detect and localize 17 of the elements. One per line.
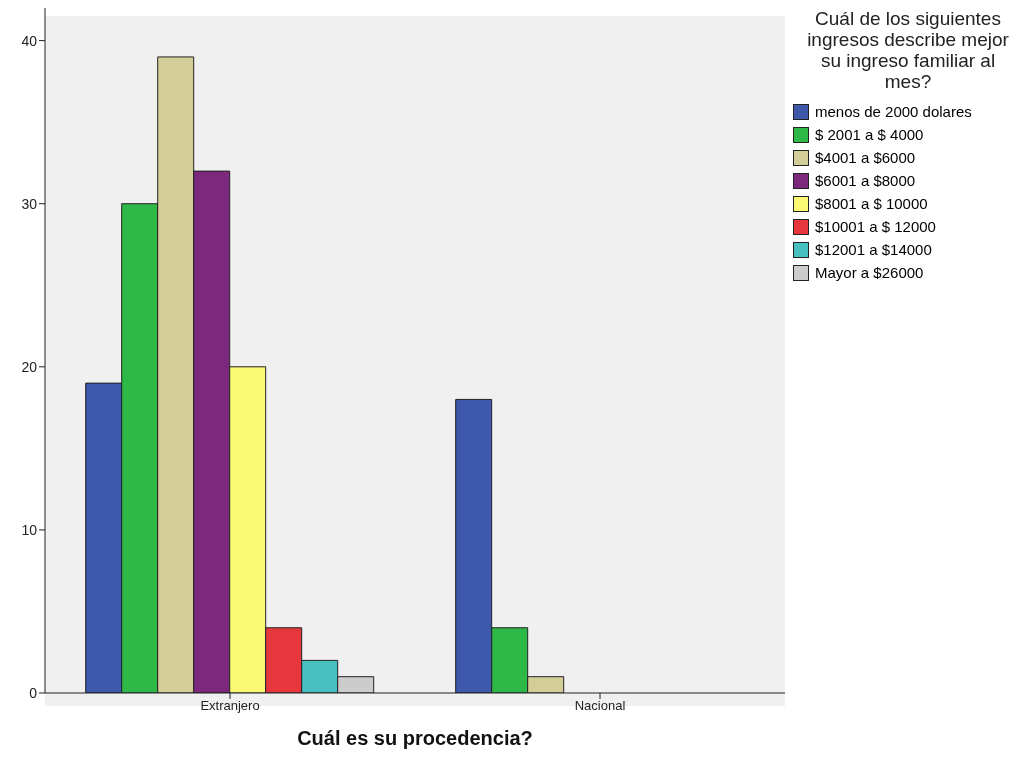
legend-label: $12001 a $14000	[815, 241, 932, 258]
legend-label: $6001 a $8000	[815, 172, 916, 189]
legend-label: menos de 2000 dolares	[815, 103, 972, 120]
y-tick-label: 40	[21, 32, 38, 49]
legend-label: $ 2001 a $ 4000	[815, 126, 924, 143]
x-tick-label: Nacional	[574, 698, 626, 714]
x-tick-label: Extranjero	[200, 698, 260, 714]
y-tick-label: 10	[21, 521, 38, 538]
y-tick-label: 30	[21, 195, 38, 212]
legend-label: Mayor a $26000	[815, 264, 924, 281]
legend-label: $10001 a $ 12000	[815, 218, 936, 235]
x-axis-title: Cuál es su procedencia?	[297, 727, 533, 749]
legend-title: Cuál de los siguientes ingresos describe mejor su ingreso familiar al mes?	[806, 8, 1010, 92]
legend-label: $8001 a $ 10000	[815, 195, 928, 212]
y-tick-label: 20	[21, 358, 38, 375]
y-tick-label: 0	[29, 684, 38, 701]
legend-label: $4001 a $6000	[815, 149, 916, 166]
